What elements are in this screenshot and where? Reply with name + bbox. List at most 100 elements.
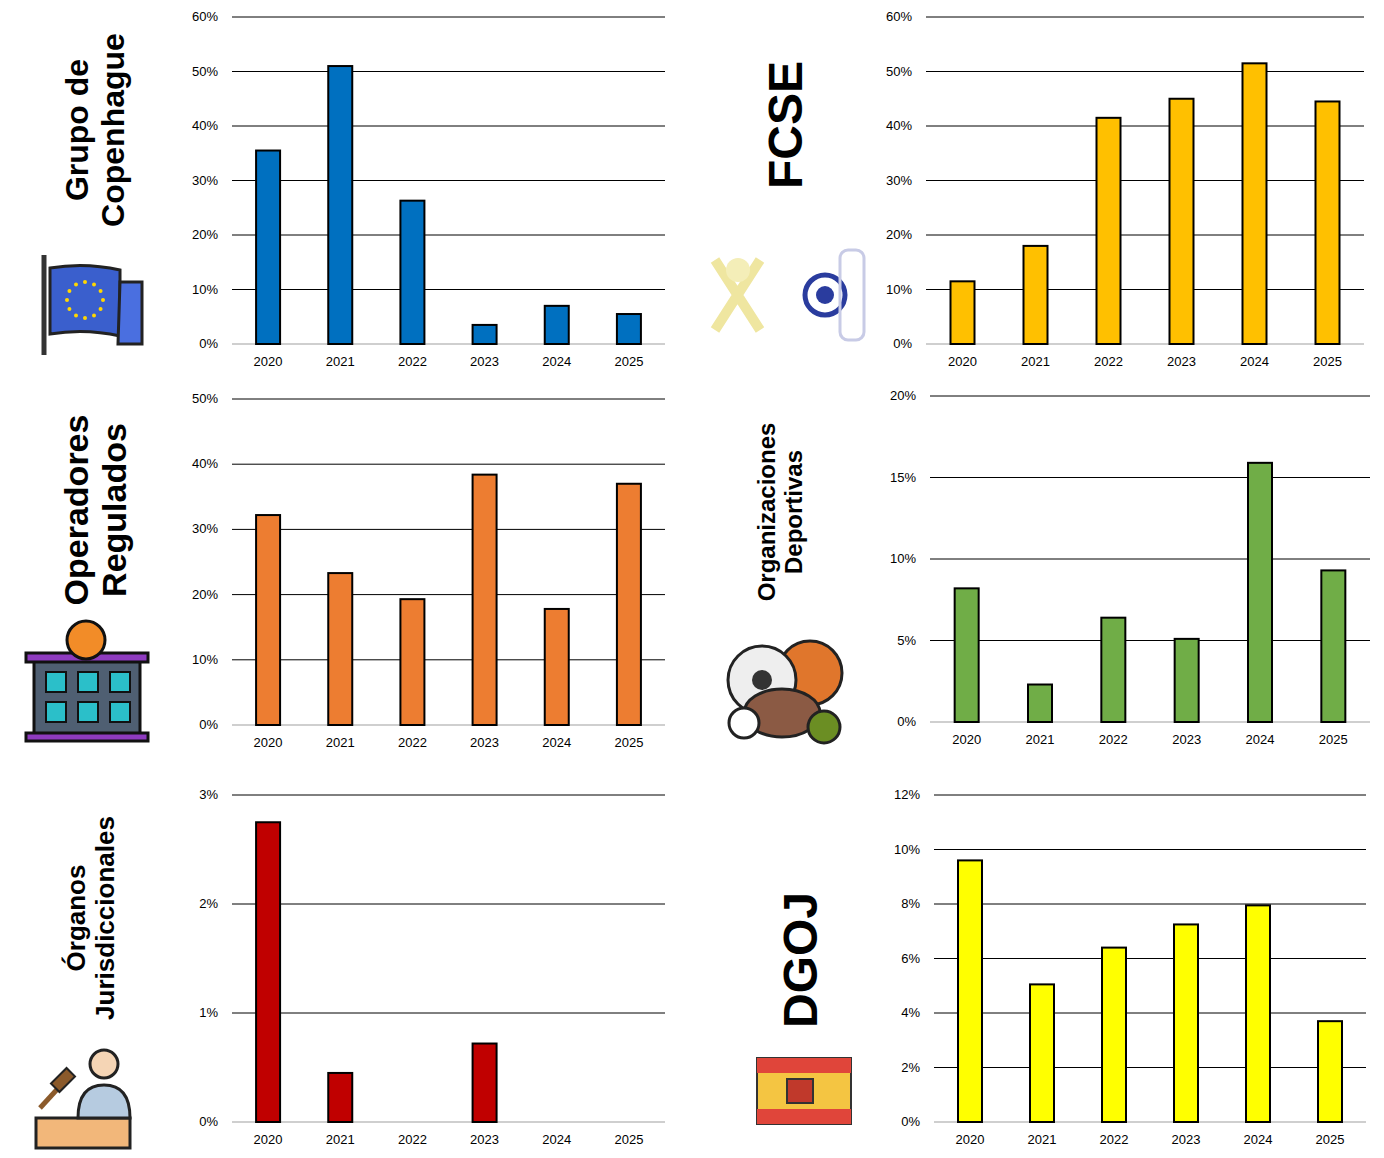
icon-part [67, 621, 105, 659]
icon-part [67, 307, 71, 311]
icon-part [752, 670, 772, 690]
bar [958, 860, 982, 1122]
bar [256, 822, 280, 1122]
icon-part [808, 711, 840, 743]
icon-part [118, 282, 142, 344]
tick-label: 20% [192, 587, 218, 602]
icon-part [26, 733, 148, 741]
title-group: OperadoresRegulados [57, 415, 133, 606]
grid-line [934, 1122, 1366, 1123]
tick-label: 50% [192, 391, 218, 406]
category-label: 2025 [614, 354, 643, 369]
grid-line [232, 17, 665, 18]
category-label: 2020 [254, 354, 283, 369]
icon-part [101, 298, 105, 302]
panel: 0%5%10%15%20%202020212022202320242025Org… [728, 388, 1370, 747]
category-label: 2020 [956, 1132, 985, 1147]
axis-line [232, 1122, 665, 1123]
axis-line [926, 344, 1364, 345]
grid-line [926, 289, 1364, 290]
title-line: Jurisdiccionales [90, 816, 120, 1020]
tick-label: 2% [199, 896, 218, 911]
category-label: 2022 [398, 735, 427, 750]
grid-line [934, 1013, 1366, 1014]
bar [955, 588, 979, 722]
tick-label: 30% [886, 173, 912, 188]
tick-label: 30% [192, 521, 218, 536]
icon-part [99, 289, 103, 293]
grid-line [930, 640, 1370, 641]
category-label: 2025 [1319, 732, 1348, 747]
grid-line [232, 235, 665, 236]
axis-line [934, 1122, 1366, 1123]
grid-line [930, 559, 1370, 560]
icon-part [757, 1058, 851, 1073]
category-label: 2022 [1100, 1132, 1129, 1147]
bar [256, 515, 280, 725]
bar [473, 475, 497, 725]
grid-line [232, 126, 665, 127]
bar [328, 573, 352, 725]
tick-label: 40% [192, 456, 218, 471]
category-label: 2021 [326, 354, 355, 369]
tick-label: 0% [199, 1114, 218, 1129]
title-line: Operadores [57, 415, 95, 606]
icon-part [65, 298, 69, 302]
title-line: Órganos [61, 865, 91, 972]
title-group: Grupo deCopenhague [59, 33, 131, 227]
tick-label: 20% [890, 388, 916, 403]
grid-line [232, 289, 665, 290]
title-group: ÓrganosJurisdiccionales [61, 816, 120, 1020]
panel-title: OrganizacionesDeportivas [753, 423, 807, 602]
bar [1030, 984, 1054, 1122]
icon-part [46, 672, 66, 692]
bar [1028, 685, 1052, 722]
grid-line [934, 849, 1366, 850]
title-line: Deportivas [780, 450, 807, 574]
tick-label: 40% [192, 118, 218, 133]
bar [1248, 463, 1272, 722]
category-label: 2021 [326, 1132, 355, 1147]
bars [256, 475, 641, 725]
panel: 0%10%20%30%40%50%60%20202021202220232024… [715, 9, 1364, 369]
icon-part [83, 280, 87, 284]
bar [545, 1121, 569, 1123]
icon-part [110, 702, 130, 722]
grid-line [232, 180, 665, 181]
bars [256, 822, 497, 1122]
bar [1243, 63, 1267, 344]
grid-line [232, 659, 665, 660]
category-label: 2023 [470, 735, 499, 750]
icon-part [757, 1058, 851, 1124]
category-label: 2022 [1094, 354, 1123, 369]
grid-line [934, 795, 1366, 796]
category-label: 2023 [470, 354, 499, 369]
icon-part [757, 1109, 851, 1124]
category-label: 2022 [398, 1132, 427, 1147]
tick-label: 12% [894, 787, 920, 802]
grid-line [232, 399, 665, 400]
category-label: 2023 [1167, 354, 1196, 369]
category-label: 2023 [470, 1132, 499, 1147]
bar [545, 609, 569, 725]
bar [400, 1121, 424, 1123]
tick-label: 10% [192, 652, 218, 667]
panel-title: DGOJ [774, 892, 827, 1028]
panel-title: ÓrganosJurisdiccionales [61, 816, 120, 1020]
bar [1101, 618, 1125, 722]
bar [1321, 570, 1345, 722]
grid-line [926, 180, 1364, 181]
category-label: 2025 [614, 1132, 643, 1147]
bar [1318, 1021, 1342, 1122]
panel: 0%10%20%30%40%50%20202021202220232024202… [26, 391, 665, 750]
tick-label: 20% [192, 227, 218, 242]
bar [473, 325, 497, 344]
grid-line [232, 344, 665, 345]
icon-part [67, 289, 71, 293]
category-label: 2024 [1240, 354, 1269, 369]
icon-part [78, 702, 98, 722]
icon-part [90, 1050, 118, 1078]
title-group: DGOJ [774, 892, 827, 1028]
icon-part [816, 286, 834, 304]
bar [1246, 905, 1270, 1122]
